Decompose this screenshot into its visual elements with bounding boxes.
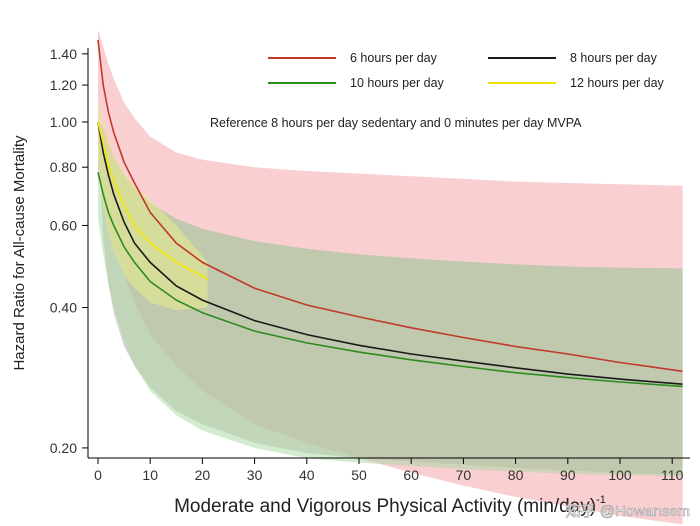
y-tick-label: 1.20 — [50, 77, 77, 93]
x-tick-label: 100 — [608, 467, 632, 483]
x-tick-label: 20 — [195, 467, 211, 483]
x-tick-label: 80 — [508, 467, 524, 483]
series-lines — [97, 39, 683, 388]
y-axis-title: Hazard Ratio for All-cause Mortality — [11, 135, 28, 371]
series-line-1 — [97, 39, 683, 373]
x-axis-title: Moderate and Vigorous Physical Activity … — [174, 494, 606, 517]
reference-annotation: Reference 8 hours per day sedentary and … — [210, 116, 582, 130]
series-line-2 — [97, 121, 683, 385]
legend-label-4: 12 hours per day — [570, 76, 665, 90]
ci-band-3 — [98, 130, 683, 477]
x-ticks: 0 10 20 30 40 50 60 70 80 90 100 110 — [94, 458, 684, 483]
x-tick-label: 40 — [299, 467, 315, 483]
x-tick-label: 50 — [351, 467, 367, 483]
confidence-bands — [98, 29, 683, 525]
y-ticks: 0.20 0.40 0.60 0.80 1.00 1.20 1.40 — [50, 46, 88, 456]
y-tick-label: 0.60 — [50, 217, 77, 233]
legend-label-3: 10 hours per day — [350, 76, 445, 90]
ci-band-4 — [98, 99, 208, 311]
series-line-4 — [97, 121, 208, 280]
y-tick-label: 1.40 — [50, 46, 77, 62]
axes — [87, 48, 690, 459]
x-axis-title-superscript: -1 — [596, 494, 606, 506]
x-tick-label: 90 — [560, 467, 576, 483]
legend: 6 hours per day 8 hours per day 10 hours p… — [268, 51, 665, 90]
x-tick-label: 30 — [247, 467, 263, 483]
legend-label-2: 8 hours per day — [570, 51, 658, 65]
x-tick-label: 0 — [94, 467, 102, 483]
series-line-3 — [97, 172, 683, 388]
y-tick-label: 0.80 — [50, 159, 77, 175]
y-tick-label: 0.20 — [50, 440, 77, 456]
x-axis-title-main: Moderate and Vigorous Physical Activity … — [174, 496, 596, 517]
y-tick-label: 0.40 — [50, 300, 77, 316]
legend-label-1: 6 hours per day — [350, 51, 438, 65]
y-tick-label: 1.00 — [50, 114, 77, 130]
x-tick-label: 110 — [661, 467, 684, 483]
x-tick-label: 60 — [403, 467, 419, 483]
x-tick-label: 70 — [456, 467, 472, 483]
x-tick-label: 10 — [142, 467, 158, 483]
watermark: 知乎 @Howansem — [566, 503, 690, 520]
